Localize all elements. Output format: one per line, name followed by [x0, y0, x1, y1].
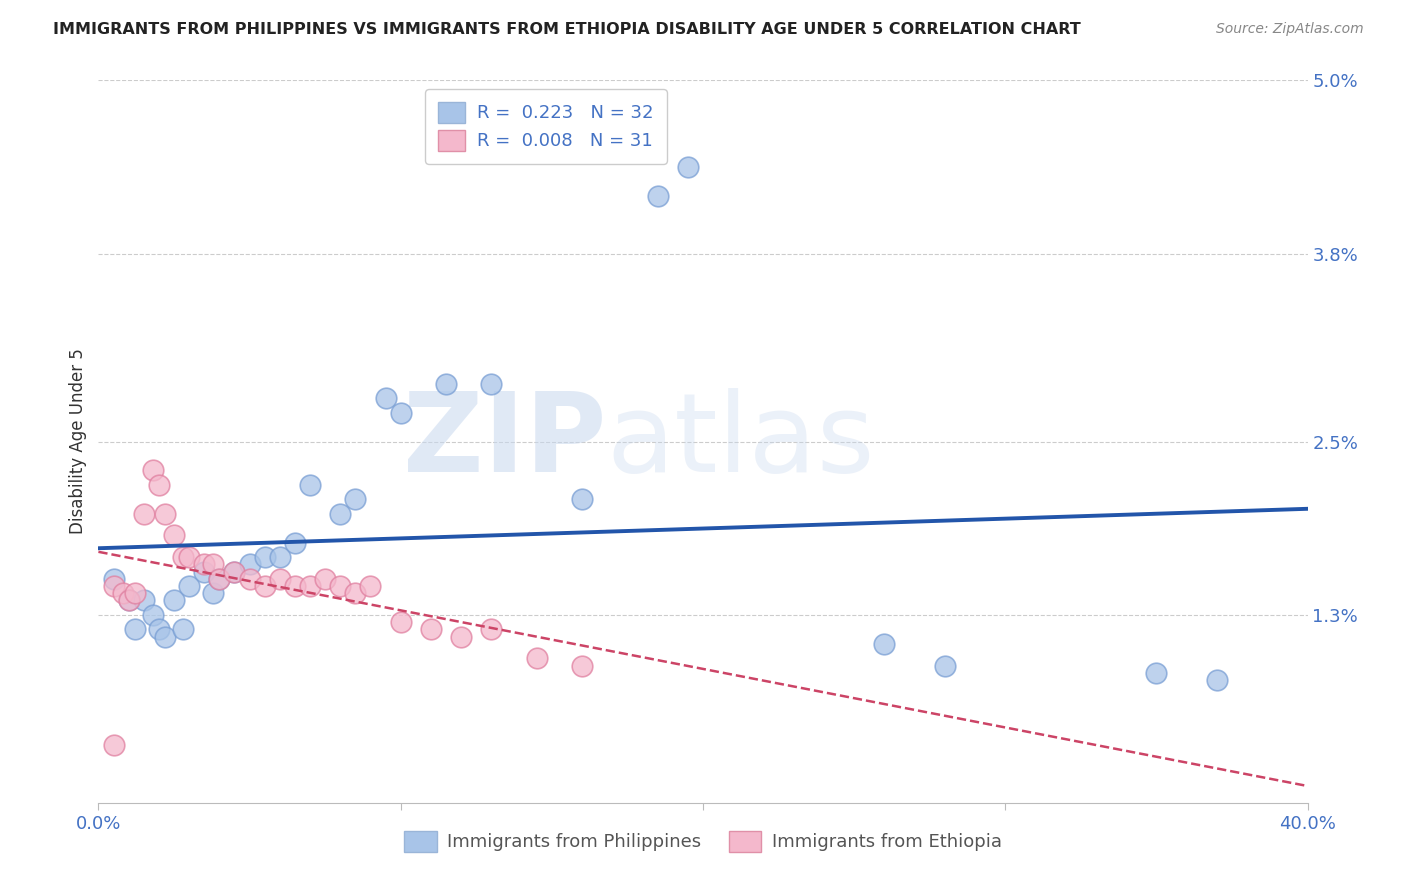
Point	[148, 623, 170, 637]
Point	[132, 507, 155, 521]
Point	[344, 492, 367, 507]
Point	[103, 572, 125, 586]
Point	[202, 586, 225, 600]
Point	[239, 558, 262, 572]
Point	[360, 579, 382, 593]
Point	[314, 572, 336, 586]
Point	[163, 593, 186, 607]
Point	[253, 550, 276, 565]
Point	[142, 463, 165, 477]
Legend: Immigrants from Philippines, Immigrants from Ethiopia: Immigrants from Philippines, Immigrants …	[396, 823, 1010, 859]
Point	[153, 507, 176, 521]
Point	[389, 615, 412, 630]
Point	[118, 593, 141, 607]
Point	[434, 376, 457, 391]
Point	[284, 535, 307, 549]
Point	[208, 572, 231, 586]
Point	[934, 658, 956, 673]
Text: atlas: atlas	[606, 388, 875, 495]
Point	[269, 572, 291, 586]
Point	[389, 406, 412, 420]
Point	[571, 658, 593, 673]
Point	[179, 550, 201, 565]
Point	[163, 528, 186, 542]
Text: IMMIGRANTS FROM PHILIPPINES VS IMMIGRANTS FROM ETHIOPIA DISABILITY AGE UNDER 5 C: IMMIGRANTS FROM PHILIPPINES VS IMMIGRANT…	[53, 22, 1081, 37]
Text: ZIP: ZIP	[404, 388, 606, 495]
Point	[142, 607, 165, 622]
Point	[208, 572, 231, 586]
Point	[647, 189, 669, 203]
Point	[179, 579, 201, 593]
Text: Source: ZipAtlas.com: Source: ZipAtlas.com	[1216, 22, 1364, 37]
Point	[148, 478, 170, 492]
Point	[1206, 673, 1229, 687]
Point	[571, 492, 593, 507]
Point	[132, 593, 155, 607]
Point	[103, 738, 125, 752]
Point	[481, 623, 503, 637]
Point	[253, 579, 276, 593]
Point	[239, 572, 262, 586]
Point	[344, 586, 367, 600]
Point	[873, 637, 896, 651]
Point	[172, 623, 194, 637]
Y-axis label: Disability Age Under 5: Disability Age Under 5	[69, 349, 87, 534]
Point	[111, 586, 134, 600]
Point	[1144, 665, 1167, 680]
Point	[202, 558, 225, 572]
Point	[284, 579, 307, 593]
Point	[153, 630, 176, 644]
Point	[172, 550, 194, 565]
Point	[124, 623, 146, 637]
Point	[374, 391, 396, 405]
Point	[329, 507, 352, 521]
Point	[526, 651, 548, 665]
Point	[299, 579, 322, 593]
Point	[450, 630, 472, 644]
Point	[676, 160, 699, 174]
Point	[124, 586, 146, 600]
Point	[118, 593, 141, 607]
Point	[103, 579, 125, 593]
Point	[299, 478, 322, 492]
Point	[481, 376, 503, 391]
Point	[329, 579, 352, 593]
Point	[269, 550, 291, 565]
Point	[224, 565, 246, 579]
Point	[224, 565, 246, 579]
Point	[193, 558, 215, 572]
Point	[420, 623, 443, 637]
Point	[193, 565, 215, 579]
